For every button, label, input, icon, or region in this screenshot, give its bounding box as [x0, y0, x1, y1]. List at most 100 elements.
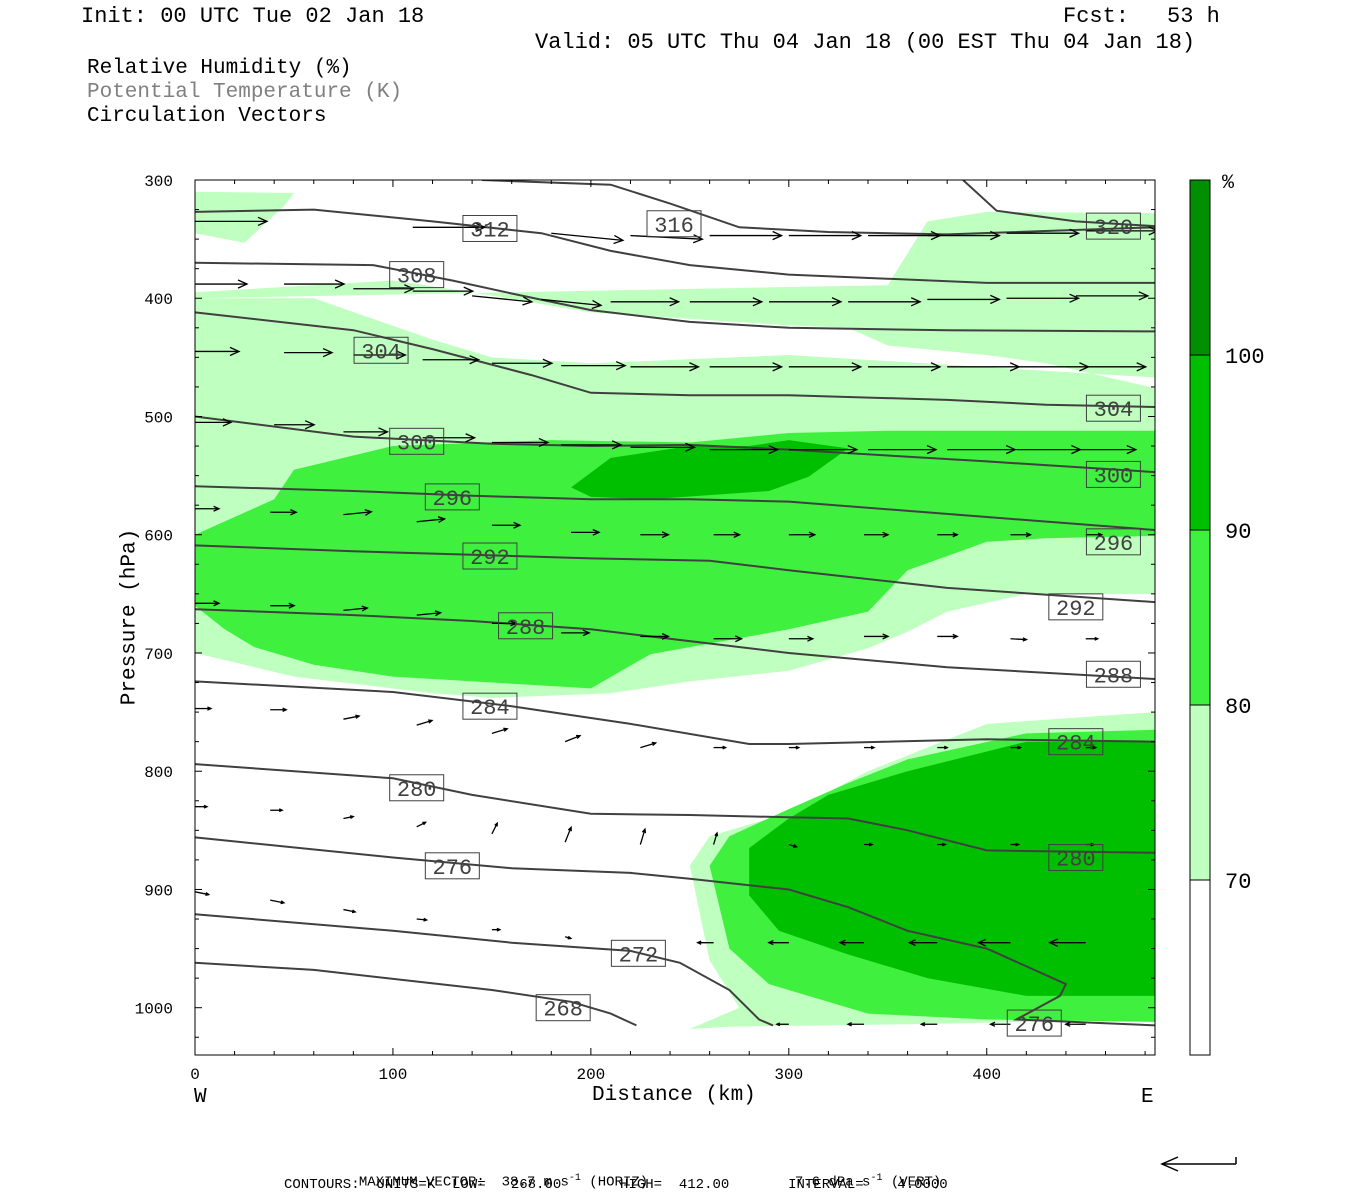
vector-head: [237, 279, 249, 289]
vector-shaft: [416, 719, 433, 726]
vector-arrow: [864, 842, 874, 847]
theta-label-box: [389, 261, 445, 289]
vector-head: [846, 1022, 852, 1027]
theta-contours: [195, 180, 1155, 1027]
vector-head: [919, 1022, 926, 1027]
vector-arrow: [491, 821, 498, 835]
vector-arrow: [713, 635, 744, 643]
legend-theta: Potential Temperature (K): [87, 81, 403, 104]
vector-head: [513, 521, 522, 529]
theta-label-text: 284: [1056, 732, 1096, 757]
vector-arrow: [571, 528, 601, 536]
vector-head: [772, 362, 784, 372]
vector-shaft: [564, 735, 581, 743]
vector-arrow: [1006, 293, 1081, 303]
y-tick-label: 300: [144, 173, 173, 191]
vector-arrow: [709, 444, 780, 455]
vector-arrow: [1085, 636, 1100, 641]
theta-label: 308: [389, 261, 445, 290]
vector-head: [768, 444, 780, 455]
vector-arrow: [412, 222, 487, 232]
vector-head: [355, 714, 361, 719]
vector-head: [288, 602, 296, 609]
max-vector-vert-tag: (VERT): [890, 1174, 942, 1191]
vector-head: [207, 706, 213, 711]
theta-label: 312: [462, 214, 518, 243]
vector-head: [351, 909, 357, 914]
vector-head: [722, 745, 728, 750]
vector-head: [910, 297, 922, 307]
circulation-vectors: [195, 216, 1155, 1027]
vector-arrow: [284, 347, 334, 358]
theta-line-316: [481, 180, 1155, 236]
vector-arrow: [472, 295, 534, 306]
vector-head: [422, 821, 428, 826]
theta-label: 280: [1048, 844, 1104, 873]
rh-region-90-5: [571, 440, 849, 500]
vector-head: [257, 216, 269, 227]
vector-head: [582, 629, 591, 637]
vector-arrow: [864, 633, 890, 640]
theta-label-box: [462, 692, 518, 720]
vector-arrow: [416, 610, 443, 617]
vector-arrow: [864, 745, 876, 750]
theta-line-268: [195, 961, 637, 1027]
vector-shaft: [343, 815, 354, 820]
theta-label: 288: [498, 612, 554, 641]
theta-label: 316: [646, 210, 702, 239]
vector-head: [304, 420, 316, 430]
vector-head: [952, 532, 959, 538]
vector-head: [205, 892, 211, 896]
colorbar-label: 80: [1225, 695, 1251, 720]
forecast-label: Fcst:: [1063, 4, 1130, 29]
vector-arrow: [551, 232, 625, 245]
vector-arrow: [639, 827, 647, 845]
vector-arrow: [195, 600, 221, 607]
footer-max-vector-vert: 7.6 dPa s-1 (VERT): [778, 1157, 941, 1191]
theta-label-box: [1085, 394, 1141, 422]
x-tick-label: 0: [190, 1066, 200, 1084]
vector-shaft: [343, 607, 368, 612]
theta-label-text: 280: [397, 778, 437, 803]
x-tick-label: 100: [379, 1066, 408, 1084]
vector-arrow: [610, 297, 681, 307]
y-tick-label: 900: [144, 882, 173, 900]
vector-head: [1148, 226, 1155, 236]
vector-arrow: [640, 632, 670, 640]
vector-arrow: [907, 939, 938, 947]
theta-label-text: 308: [397, 265, 437, 290]
vector-head: [1094, 636, 1100, 641]
vector-arrow: [195, 706, 213, 711]
vector-shaft: [1010, 638, 1027, 641]
vector-head: [775, 1022, 781, 1027]
vector-head: [942, 842, 947, 847]
vector-head: [807, 635, 815, 642]
vector-head: [1005, 444, 1017, 455]
vector-arrow: [561, 629, 591, 637]
vector-arrow: [712, 831, 719, 845]
theta-label-box: [1085, 528, 1141, 556]
vector-head: [591, 299, 603, 310]
y-tick-label: 500: [144, 409, 173, 427]
theta-line-296: [195, 485, 1155, 531]
rh-region-70-0: [195, 191, 294, 243]
vector-arrow: [630, 234, 704, 244]
theta-label: 292: [462, 542, 518, 571]
theta-line-312: [195, 208, 1155, 284]
vector-arrow: [1085, 226, 1155, 236]
vector-head: [851, 362, 863, 372]
vector-shaft: [195, 891, 209, 896]
x-tick-label: 300: [774, 1066, 803, 1084]
legend-vectors: Circulation Vectors: [87, 105, 327, 128]
rh-region-90-6: [749, 741, 1155, 996]
vector-arrow: [788, 531, 817, 538]
vector-arrow: [343, 908, 357, 914]
vector-head: [976, 938, 986, 947]
vector-arrow: [788, 843, 798, 848]
theta-label-text: 292: [1056, 597, 1096, 622]
vector-arrow: [867, 444, 938, 455]
theta-label-text: 316: [654, 214, 694, 239]
max-vector-label: MAXIMUM VECTOR:: [358, 1174, 485, 1191]
vector-head: [772, 230, 784, 241]
